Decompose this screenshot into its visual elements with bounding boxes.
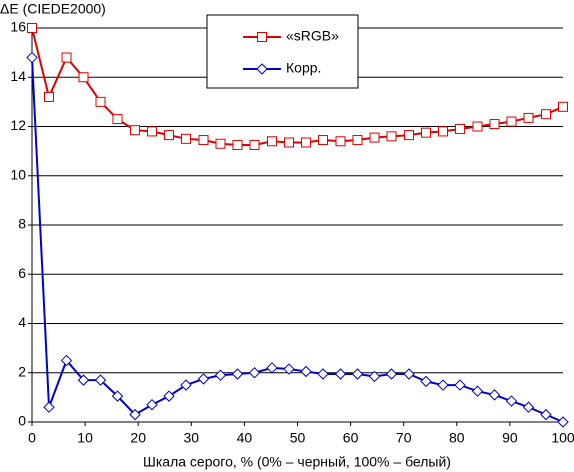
y-tick-label: 6	[18, 265, 26, 281]
marker	[368, 370, 381, 383]
marker	[77, 374, 90, 386]
marker	[232, 139, 243, 150]
y-tick-label: 8	[18, 216, 26, 232]
marker	[488, 389, 501, 401]
marker	[558, 101, 568, 112]
marker	[214, 369, 227, 381]
marker	[351, 368, 364, 380]
marker	[334, 368, 347, 380]
legend-label: Корр.	[286, 60, 321, 76]
marker	[420, 375, 432, 388]
marker	[27, 23, 37, 33]
x-axis-label: Шкала серого, % (0% – черный, 100% – бел…	[143, 454, 451, 470]
marker	[403, 368, 415, 380]
marker	[26, 51, 38, 64]
y-tick-label: 16	[10, 19, 26, 35]
marker	[43, 91, 54, 102]
marker	[60, 354, 73, 367]
marker	[541, 109, 552, 120]
legend	[206, 14, 359, 89]
marker	[163, 130, 174, 141]
marker	[256, 63, 268, 75]
y-axis-label: ΔE (CIEDE2000)	[0, 1, 106, 17]
marker	[112, 114, 123, 125]
marker	[472, 121, 483, 132]
x-tick-label: 80	[449, 430, 465, 446]
x-tick-label: 70	[396, 430, 412, 446]
marker	[454, 379, 466, 391]
x-tick-label: 0	[28, 430, 36, 446]
y-tick-label: 2	[18, 363, 26, 379]
marker	[300, 137, 311, 148]
marker	[163, 390, 175, 402]
x-tick-label: 60	[343, 430, 359, 446]
marker	[283, 363, 295, 375]
x-tick-label: 20	[130, 430, 146, 446]
marker	[284, 137, 295, 148]
marker	[180, 133, 191, 144]
marker	[437, 379, 449, 391]
x-tick-label: 30	[184, 430, 200, 446]
marker	[489, 119, 500, 130]
legend-label: «sRGB»	[286, 28, 339, 44]
x-tick-label: 90	[502, 430, 518, 446]
marker	[523, 112, 534, 123]
marker	[300, 365, 312, 378]
marker	[317, 135, 328, 146]
marker	[266, 362, 278, 374]
y-tick-label: 14	[10, 68, 26, 84]
marker	[147, 126, 158, 137]
marker	[335, 136, 346, 147]
marker	[94, 374, 107, 386]
x-tick-label: 50	[290, 430, 306, 446]
marker	[557, 416, 569, 428]
marker	[249, 139, 260, 150]
marker	[146, 399, 158, 411]
y-tick-label: 0	[18, 413, 26, 429]
marker	[454, 123, 465, 134]
marker	[404, 130, 415, 141]
marker	[61, 52, 72, 63]
marker	[385, 368, 398, 380]
marker	[506, 116, 517, 127]
marker	[248, 367, 261, 379]
x-tick-label: 10	[77, 430, 93, 446]
marker	[180, 379, 192, 391]
marker	[111, 390, 124, 402]
marker	[386, 131, 397, 142]
marker	[257, 32, 267, 42]
y-tick-label: 12	[10, 117, 26, 133]
marker	[317, 368, 329, 380]
marker	[78, 72, 89, 83]
marker	[267, 136, 278, 147]
y-tick-label: 10	[10, 166, 26, 182]
marker	[215, 138, 226, 149]
marker	[352, 135, 363, 146]
marker	[421, 127, 432, 138]
marker	[369, 132, 380, 143]
marker	[505, 395, 518, 407]
x-tick-label: 40	[237, 430, 253, 446]
marker	[130, 125, 141, 136]
marker	[471, 385, 484, 397]
marker	[43, 401, 55, 413]
marker	[198, 135, 209, 146]
marker	[231, 368, 244, 380]
marker	[129, 408, 141, 421]
marker	[540, 408, 552, 421]
marker	[95, 96, 106, 107]
y-tick-label: 4	[18, 314, 26, 330]
x-tick-label: 100	[551, 430, 574, 446]
marker	[197, 373, 210, 385]
marker	[522, 401, 535, 413]
marker	[437, 126, 448, 137]
